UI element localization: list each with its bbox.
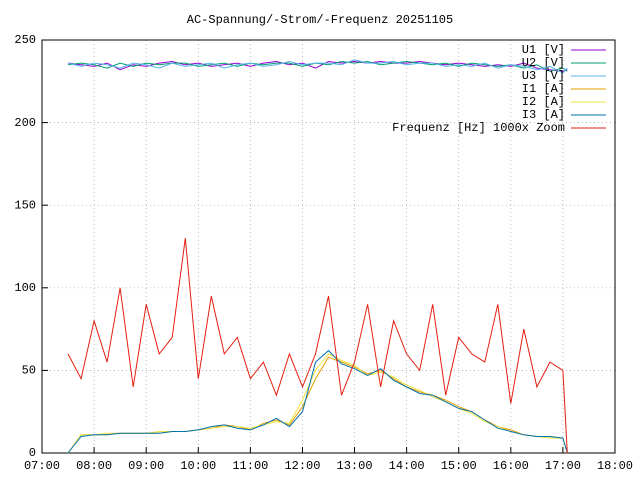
y-tick-label: 150	[14, 198, 36, 212]
series-line	[67, 349, 568, 454]
x-tick-label: 12:00	[284, 459, 320, 473]
legend-label: I1 [A]	[522, 82, 565, 96]
y-tick-label: 100	[14, 281, 36, 295]
y-tick-label: 200	[14, 116, 36, 130]
x-tick-label: 13:00	[337, 459, 373, 473]
x-tick-label: 07:00	[24, 459, 60, 473]
legend-label: Frequenz [Hz] 1000x Zoom	[392, 121, 565, 135]
y-tick-label: 250	[14, 33, 36, 47]
y-tick-label: 50	[22, 364, 36, 378]
x-tick-label: 08:00	[76, 459, 112, 473]
x-tick-label: 16:00	[493, 459, 529, 473]
x-tick-label: 10:00	[180, 459, 216, 473]
x-tick-label: 15:00	[441, 459, 477, 473]
x-tick-label: 11:00	[232, 459, 268, 473]
legend-label: I3 [A]	[522, 108, 565, 122]
legend-label: I2 [A]	[522, 95, 565, 109]
x-tick-label: 18:00	[597, 459, 633, 473]
y-tick-label: 0	[29, 446, 36, 460]
x-tick-label: 14:00	[389, 459, 425, 473]
series-line	[67, 59, 568, 74]
chart-title: AC-Spannung/-Strom/-Frequenz 20251105	[187, 13, 453, 27]
series-line	[67, 238, 568, 454]
legend-label: U1 [V]	[522, 43, 565, 57]
plot-frame	[41, 39, 616, 454]
x-tick-label: 17:00	[545, 459, 581, 473]
legend-label: U2 [V]	[522, 56, 565, 70]
x-tick-label: 09:00	[128, 459, 164, 473]
legend-label: U3 [V]	[522, 69, 565, 83]
